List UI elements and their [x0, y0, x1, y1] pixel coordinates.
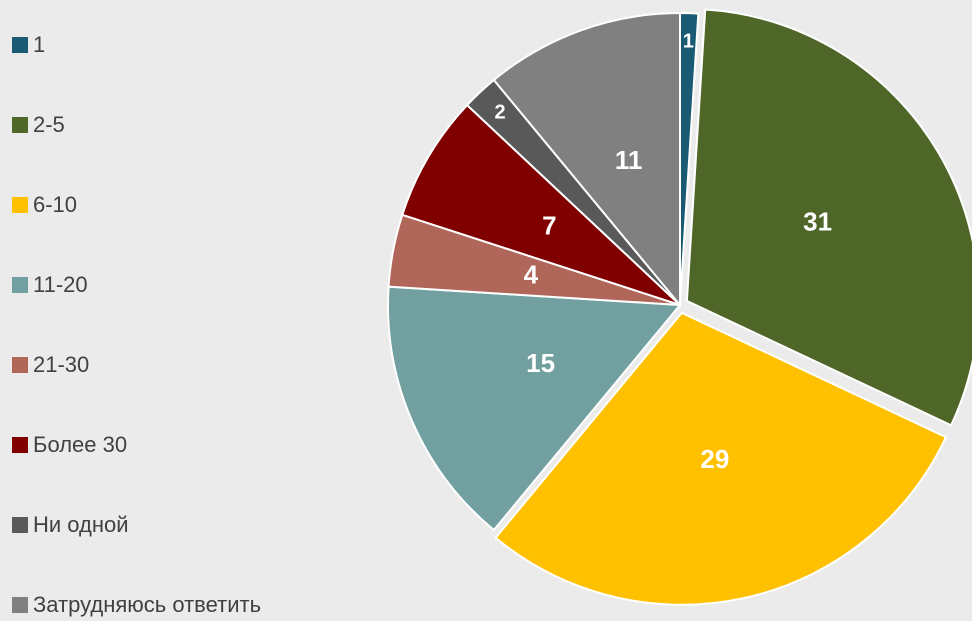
legend-swatch [12, 437, 28, 453]
legend-swatch [12, 277, 28, 293]
data-label: 1 [683, 31, 694, 53]
data-label: 4 [524, 259, 539, 289]
legend-label: Ни одной [33, 512, 129, 537]
legend-swatch [12, 37, 28, 53]
legend-swatch [12, 117, 28, 133]
legend-swatch [12, 357, 28, 373]
legend-label: Затрудняюсь ответить [33, 592, 261, 617]
data-label: 11 [615, 145, 643, 175]
pie-slice [387, 285, 683, 532]
pie-slice [401, 103, 681, 306]
legend-label: 21-30 [33, 352, 89, 377]
data-label: 2 [495, 102, 506, 124]
legend-label: Более 30 [33, 432, 127, 457]
pie-slice [685, 8, 972, 427]
data-label: 15 [526, 348, 555, 378]
pie-slice [492, 11, 681, 308]
legend-label: 1 [33, 32, 45, 57]
data-label: 7 [542, 211, 556, 241]
legend-swatch [12, 517, 28, 533]
legend-swatch [12, 197, 28, 213]
legend-label: 6-10 [33, 192, 77, 217]
legend-swatch [12, 597, 28, 613]
data-label: 31 [803, 207, 832, 237]
legend-label: 2-5 [33, 112, 65, 137]
pie-slice [494, 311, 948, 606]
data-label: 29 [700, 444, 729, 474]
legend-label: 11-20 [33, 272, 88, 297]
